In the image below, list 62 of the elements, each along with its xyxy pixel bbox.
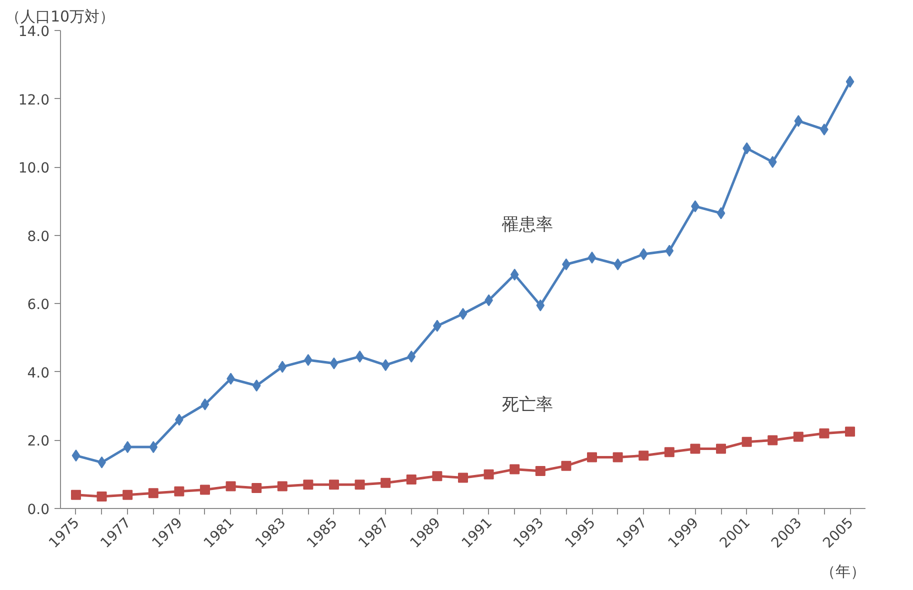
y-tick-label: 4.0 xyxy=(27,365,50,382)
point xyxy=(174,486,184,496)
point xyxy=(510,464,520,474)
y-tick-label: 14.0 xyxy=(18,24,50,40)
point xyxy=(768,156,777,168)
point xyxy=(380,478,391,488)
y-tick-label: 6.0 xyxy=(27,297,50,314)
point xyxy=(303,480,314,490)
point xyxy=(819,428,830,438)
y-tick-label: 12.0 xyxy=(18,92,50,108)
point xyxy=(612,452,623,462)
point xyxy=(149,441,158,454)
point xyxy=(716,207,726,220)
point xyxy=(716,444,726,454)
point xyxy=(458,308,468,320)
series-label: 罹患率 xyxy=(501,214,554,235)
point xyxy=(846,76,854,88)
point xyxy=(690,444,700,454)
point xyxy=(277,481,288,492)
point xyxy=(252,483,262,494)
point xyxy=(484,469,494,480)
point xyxy=(432,471,442,482)
point xyxy=(845,426,856,437)
point xyxy=(200,484,210,495)
point xyxy=(122,490,133,500)
point xyxy=(561,460,572,471)
point xyxy=(665,244,674,257)
y-tick-label: 8.0 xyxy=(27,228,50,245)
point xyxy=(381,359,390,372)
point xyxy=(794,114,803,127)
y-tick-label: 10.0 xyxy=(18,160,50,177)
x-axis-title: （年） xyxy=(820,562,866,580)
point xyxy=(148,488,158,498)
point xyxy=(536,299,545,312)
point xyxy=(123,441,132,454)
point xyxy=(742,436,752,447)
point xyxy=(638,450,649,461)
point xyxy=(407,350,416,363)
point xyxy=(200,398,210,410)
y-tick-label: 2.0 xyxy=(27,434,50,450)
point xyxy=(793,432,804,442)
text: 死亡率 xyxy=(502,395,554,416)
point xyxy=(535,466,546,476)
point xyxy=(70,490,81,500)
point xyxy=(354,480,365,490)
point xyxy=(252,380,261,392)
point xyxy=(328,480,339,490)
point xyxy=(330,357,338,370)
point xyxy=(587,452,598,462)
y-axis-title: （人口10万対） xyxy=(6,8,115,26)
point xyxy=(96,492,107,502)
point xyxy=(639,248,648,260)
point xyxy=(278,360,287,373)
point xyxy=(588,252,596,264)
point xyxy=(226,481,236,492)
point xyxy=(72,450,80,462)
y-tick-label: 0.0 xyxy=(27,502,50,518)
point xyxy=(458,472,468,483)
point xyxy=(664,447,674,458)
point xyxy=(510,268,519,281)
point xyxy=(406,474,416,484)
point xyxy=(768,435,778,446)
